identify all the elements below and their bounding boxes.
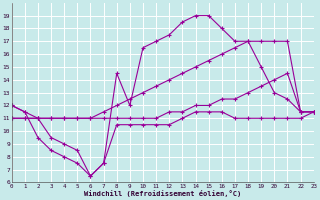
X-axis label: Windchill (Refroidissement éolien,°C): Windchill (Refroidissement éolien,°C) bbox=[84, 190, 241, 197]
